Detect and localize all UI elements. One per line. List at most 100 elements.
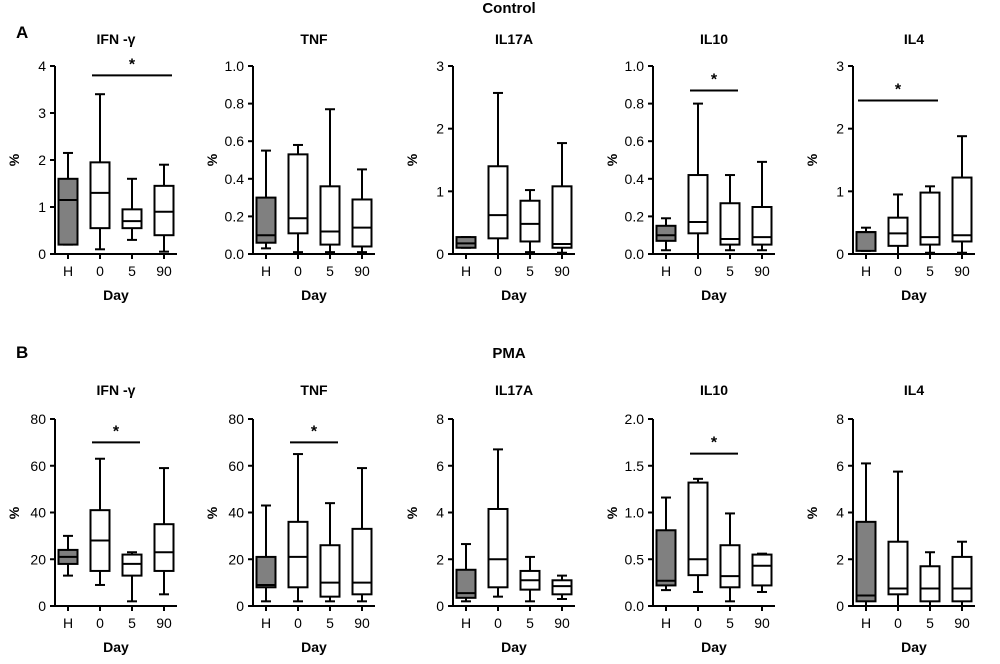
box-H: [855, 231, 877, 252]
x-tick-label: 5: [926, 263, 934, 279]
x-tick-label: 90: [156, 263, 172, 279]
y-tick-label: 80: [30, 411, 46, 427]
y-tick-label: 2: [836, 121, 844, 137]
significance-star: *: [711, 435, 718, 452]
y-tick-label: 1: [836, 183, 844, 199]
x-tick-label: 5: [526, 263, 534, 279]
y-tick-label: 0: [236, 598, 244, 614]
plot-b-1: IFN -γ 0 20 40 60 80% H 0 5 90 Day *: [6, 382, 177, 655]
x-tick-label: 5: [326, 615, 334, 631]
x-tick-label: 90: [954, 615, 970, 631]
y-tick-label: 0.2: [625, 208, 645, 224]
y-tick-label: 20: [228, 551, 244, 567]
x-tick-label: H: [63, 615, 73, 631]
y-tick-label: 3: [38, 105, 46, 121]
x-tick-label: 0: [494, 263, 502, 279]
box-90: [751, 206, 773, 246]
plot-title: IFN -γ: [97, 31, 136, 47]
y-tick-label: 2: [836, 551, 844, 567]
y-tick-label: 1.5: [625, 458, 645, 474]
plot-title: TNF: [300, 31, 328, 47]
y-tick-label: 0.4: [225, 171, 245, 187]
y-tick-label: 0.6: [625, 133, 645, 149]
x-tick-label: 90: [754, 615, 770, 631]
plot-title: IL10: [700, 31, 728, 47]
y-axis-label: %: [404, 153, 420, 166]
box-5: [121, 553, 143, 577]
y-tick-label: 0: [38, 598, 46, 614]
box-H: [655, 224, 677, 242]
x-tick-label: H: [63, 263, 73, 279]
y-axis-label: %: [6, 506, 22, 519]
x-tick-label: H: [661, 263, 671, 279]
x-tick-label: 90: [354, 615, 370, 631]
y-tick-label: 20: [30, 551, 46, 567]
plot-title: IL4: [904, 31, 924, 47]
box-H: [255, 555, 277, 589]
y-axis-label: %: [404, 506, 420, 519]
y-axis-label: %: [204, 153, 220, 166]
box-0: [687, 174, 709, 235]
x-tick-label: 0: [694, 263, 702, 279]
y-axis-label: %: [6, 153, 22, 166]
x-axis-label: Day: [901, 287, 927, 303]
y-tick-label: 0.0: [625, 598, 645, 614]
plot-title: IL4: [904, 382, 924, 398]
x-tick-label: H: [261, 263, 271, 279]
box-90: [551, 579, 573, 596]
x-tick-label: 90: [156, 615, 172, 631]
y-tick-label: 6: [836, 458, 844, 474]
plot-a-3: IL17A 0 1 2 3% H 0 5 90 Day: [404, 31, 575, 303]
significance-star: *: [311, 423, 318, 440]
y-tick-label: 0.0: [225, 246, 245, 262]
x-tick-label: 0: [294, 263, 302, 279]
x-tick-label: H: [461, 263, 471, 279]
x-tick-label: 90: [554, 615, 570, 631]
box-H: [455, 568, 477, 599]
x-axis-label: Day: [501, 287, 527, 303]
x-axis-label: Day: [901, 639, 927, 655]
x-tick-label: 5: [726, 263, 734, 279]
y-tick-label: 4: [436, 505, 444, 521]
y-tick-label: 80: [228, 411, 244, 427]
y-axis-label: %: [804, 506, 820, 519]
y-axis-label: %: [604, 506, 620, 519]
x-tick-label: H: [261, 615, 271, 631]
box-0: [287, 520, 309, 589]
plot-b-5: IL4 0 2 4 6 8% H 0 5 90 Day: [804, 382, 975, 655]
y-tick-label: 1: [38, 199, 46, 215]
y-tick-label: 40: [30, 505, 46, 521]
y-axis-label: %: [204, 506, 220, 519]
y-tick-label: 0: [836, 246, 844, 262]
x-axis-label: Day: [301, 287, 327, 303]
plot-a-2: TNF 0.0 0.2 0.4 0.6 0.8 1.0% H 0 5 90 Day: [204, 31, 375, 303]
x-tick-label: 90: [354, 263, 370, 279]
y-tick-label: 3: [436, 58, 444, 74]
plot-b-3: IL17A 0 2 4 6 8% H 0 5 90 Day: [404, 382, 575, 655]
x-tick-label: 5: [326, 263, 334, 279]
box-0: [487, 507, 509, 589]
x-axis-label: Day: [501, 639, 527, 655]
significance-star: *: [113, 423, 120, 440]
y-tick-label: 0: [38, 246, 46, 262]
x-tick-label: H: [861, 615, 871, 631]
x-tick-label: 5: [128, 263, 136, 279]
y-tick-label: 0.6: [225, 133, 245, 149]
box-5: [319, 544, 341, 598]
y-tick-label: 2: [38, 152, 46, 168]
y-tick-label: 1.0: [225, 58, 245, 74]
y-tick-label: 0.5: [625, 551, 645, 567]
panel-a-letter: A: [16, 23, 28, 42]
plot-title: TNF: [300, 382, 328, 398]
box-5: [319, 185, 341, 246]
box-90: [351, 198, 373, 248]
y-tick-label: 2.0: [625, 411, 645, 427]
box-5: [519, 199, 541, 243]
box-90: [751, 553, 773, 587]
plot-title: IFN -γ: [97, 382, 136, 398]
box-0: [887, 540, 909, 596]
y-tick-label: 2: [436, 121, 444, 137]
panel-b-letter: B: [16, 343, 28, 362]
box-5: [919, 565, 941, 603]
y-tick-label: 3: [836, 58, 844, 74]
